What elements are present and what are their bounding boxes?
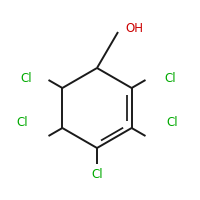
Text: Cl: Cl (164, 72, 176, 84)
Text: OH: OH (125, 21, 143, 34)
Text: Cl: Cl (166, 116, 178, 129)
Text: Cl: Cl (91, 168, 103, 181)
Text: Cl: Cl (20, 72, 32, 84)
Text: Cl: Cl (16, 116, 28, 129)
